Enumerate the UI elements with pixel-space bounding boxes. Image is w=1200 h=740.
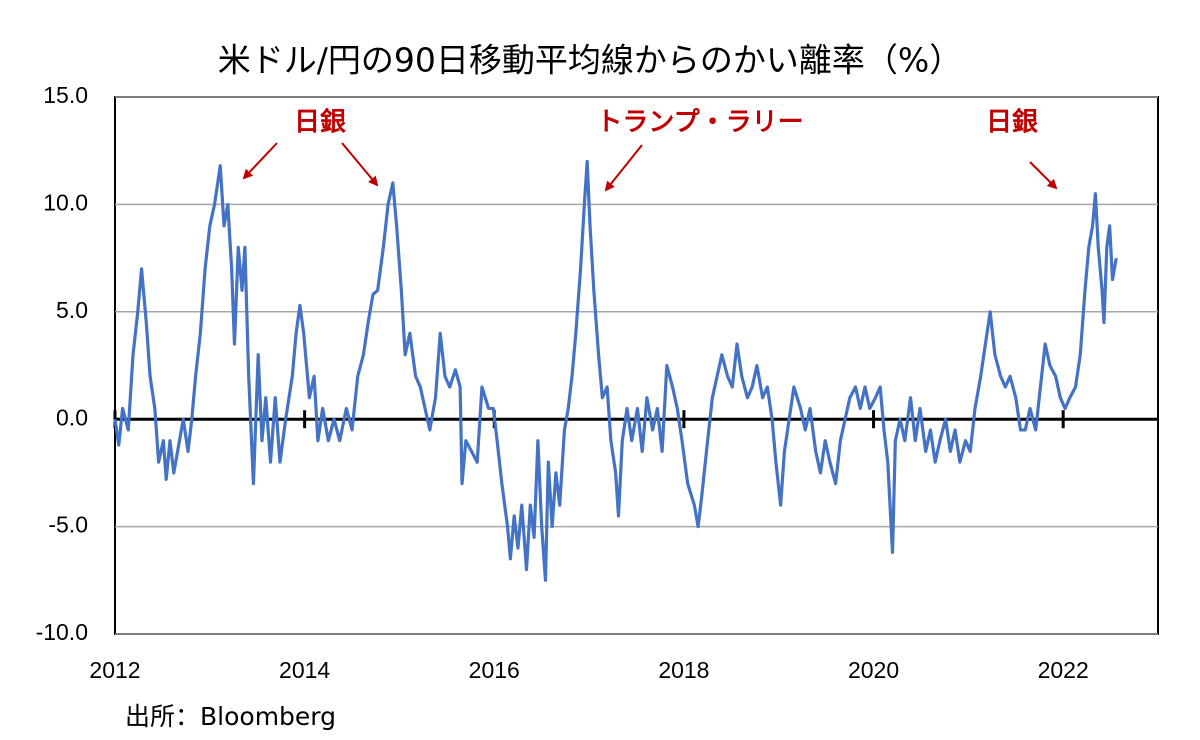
x-tick-label: 2014	[279, 657, 330, 683]
annotation: トランプ・ラリー	[596, 108, 803, 138]
y-tick-label: 0.0	[56, 404, 88, 430]
x-tick-label: 2016	[469, 657, 520, 683]
y-tick-label: 10.0	[43, 189, 88, 215]
lines	[113, 159, 1118, 582]
y-tick-label: -5.0	[48, 512, 88, 538]
ticks: -10.0 -5.0 0.0 5.0 10.0 15.0 2012 2014 2016 2018 2…	[36, 82, 1089, 683]
x-tick-label: 2020	[848, 657, 899, 683]
x-tick-label: 2012	[89, 657, 140, 683]
chart-title: 米ドル/円の90日移動平均線からのかい離率（%）	[218, 41, 962, 80]
arrow	[242, 142, 278, 180]
series-line	[113, 159, 1118, 582]
grid	[115, 96, 1158, 635]
x-tick-label: 2022	[1038, 657, 1089, 683]
arrow	[604, 144, 643, 192]
y-tick-label: -10.0	[36, 619, 88, 645]
y-tick-label: 5.0	[56, 297, 88, 323]
annotation: 日銀	[986, 108, 1038, 138]
annotation: 日銀	[294, 108, 346, 138]
x-tick-label: 2018	[658, 657, 709, 683]
arrow	[1029, 161, 1058, 190]
y-tick-label: 15.0	[43, 82, 88, 108]
plot-frame	[114, 96, 1159, 635]
source: 出所：Bloomberg	[125, 702, 336, 731]
arrow	[341, 142, 379, 187]
